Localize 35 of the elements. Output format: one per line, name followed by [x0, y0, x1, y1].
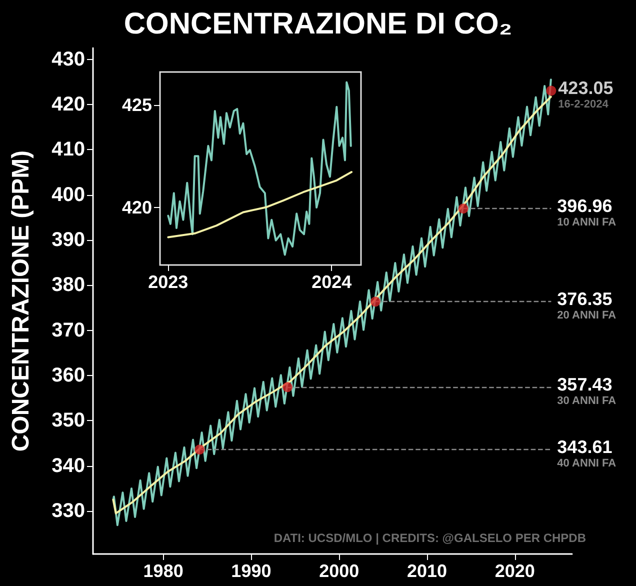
- ref-line-label: 396.96 10 ANNI FA: [557, 196, 616, 229]
- x-tick-label: 2010: [406, 561, 448, 581]
- annotation: 423.05 16-2-2024: [558, 78, 614, 111]
- y-axis-title: CONCENTRAZIONE (PPM): [8, 150, 34, 452]
- x-tick-label: 2000: [319, 561, 360, 581]
- y-tick-label: 340: [52, 454, 85, 477]
- point: [370, 296, 380, 307]
- line-series: [167, 81, 352, 256]
- chart-title: CONCENTRAZIONE DI CO₂: [124, 8, 512, 40]
- y-tick-label: 380: [52, 274, 85, 296]
- x-tick-label: 2024: [312, 272, 352, 292]
- y-tick-label: 425: [122, 94, 152, 115]
- y-tick-label: 330: [52, 500, 85, 522]
- x-tick-label: 2023: [148, 272, 188, 292]
- y-tick-label: 420: [52, 93, 85, 116]
- ref-line-label: 376.35 20 ANNI FA: [557, 289, 616, 322]
- y-tick-label: 420: [122, 198, 152, 218]
- y-tick-label: 350: [52, 410, 85, 432]
- point: [546, 86, 556, 96]
- y-tick-label: 370: [52, 319, 85, 342]
- y-tick-label: 410: [52, 138, 85, 161]
- y-tick-label: 430: [52, 48, 85, 70]
- y-tick-label: 390: [52, 229, 85, 252]
- point: [282, 382, 292, 392]
- ref-line-label: 343.61 40 ANNI FA: [557, 437, 616, 470]
- x-tick-label: 2020: [494, 561, 535, 581]
- y-tick-label: 400: [52, 184, 85, 206]
- line-series: [167, 170, 353, 238]
- y-tick-label: 360: [52, 364, 85, 387]
- ref-line-label: 357.43 30 ANNI FA: [557, 374, 616, 408]
- x-tick-label: 1980: [143, 561, 184, 581]
- point: [458, 204, 468, 214]
- annotation: DATI: UCSD/MLO | CREDITS: @GALSELO PER CHPDB: [274, 531, 586, 545]
- x-tick-label: 1990: [231, 561, 272, 581]
- point: [194, 444, 205, 455]
